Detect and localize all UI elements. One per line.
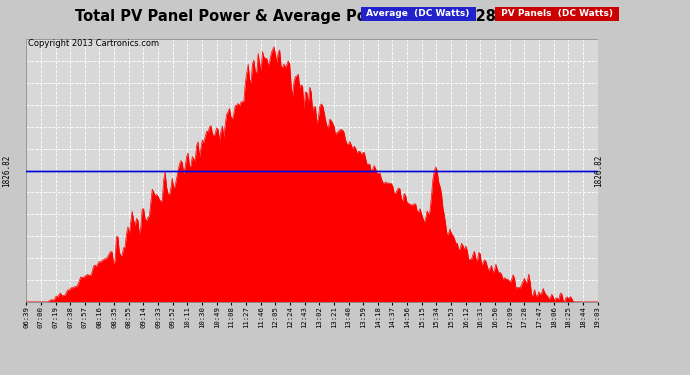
Text: Average  (DC Watts): Average (DC Watts) bbox=[364, 9, 473, 18]
Text: PV Panels  (DC Watts): PV Panels (DC Watts) bbox=[498, 9, 616, 18]
Text: Total PV Panel Power & Average Power Thu Mar 28 19:15: Total PV Panel Power & Average Power Thu… bbox=[75, 9, 549, 24]
Text: 1826.82: 1826.82 bbox=[2, 154, 12, 187]
Text: Copyright 2013 Cartronics.com: Copyright 2013 Cartronics.com bbox=[28, 39, 159, 48]
Text: 1826.82: 1826.82 bbox=[594, 154, 604, 187]
